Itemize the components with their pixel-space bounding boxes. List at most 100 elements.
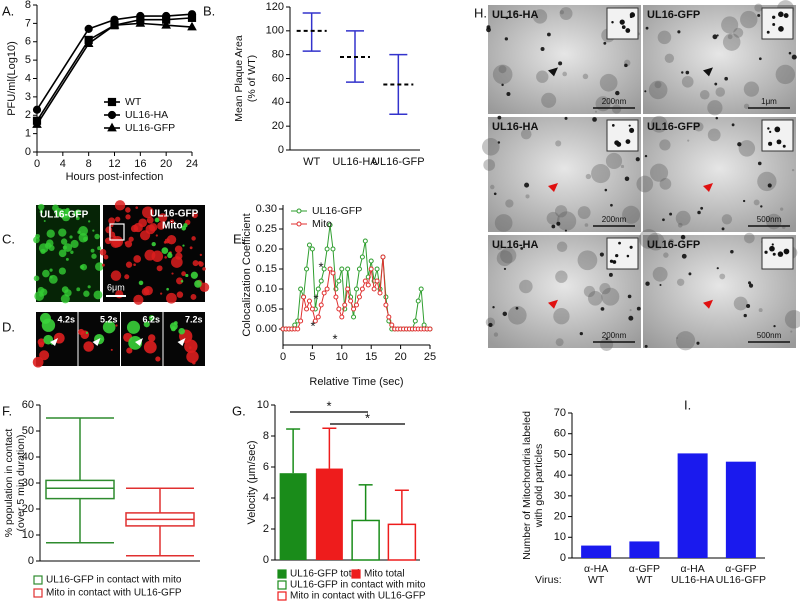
blob bbox=[64, 208, 70, 214]
blob bbox=[156, 265, 163, 272]
blob bbox=[166, 234, 177, 245]
y-tick-label: 0.00 bbox=[256, 323, 277, 335]
blob bbox=[555, 140, 562, 147]
marker bbox=[339, 314, 345, 320]
blob bbox=[693, 121, 704, 132]
x-tick-label: 0 bbox=[280, 351, 286, 363]
blob bbox=[635, 157, 640, 162]
blob bbox=[192, 360, 196, 365]
blob bbox=[591, 163, 611, 184]
y-axis-label: PFU/ml(Log10) bbox=[6, 41, 18, 116]
blob bbox=[668, 238, 675, 245]
y-axis-label: Number of Mitochondria labeled bbox=[521, 411, 533, 560]
blob bbox=[766, 30, 770, 34]
blob bbox=[559, 7, 573, 20]
x-tick-label: α-HA bbox=[681, 563, 705, 575]
blob bbox=[659, 139, 671, 151]
blob bbox=[556, 221, 561, 226]
blob bbox=[130, 224, 139, 233]
blob bbox=[189, 246, 193, 250]
marker bbox=[296, 208, 302, 214]
blob bbox=[182, 244, 185, 247]
blob bbox=[716, 267, 719, 270]
blob bbox=[503, 267, 507, 271]
x-tick-label: UL16-GFP bbox=[372, 156, 425, 168]
x-tick-label: 16 bbox=[134, 158, 146, 170]
arrowhead bbox=[703, 183, 713, 192]
blob bbox=[494, 214, 513, 232]
blob bbox=[721, 16, 739, 34]
blob bbox=[39, 350, 50, 361]
legend-label: Mito bbox=[312, 218, 332, 230]
blob bbox=[125, 240, 133, 248]
y-tick-label: 0.10 bbox=[256, 283, 277, 295]
blob bbox=[636, 306, 641, 311]
y-tick-label: 20 bbox=[22, 503, 34, 515]
blob bbox=[628, 124, 631, 127]
blob bbox=[520, 246, 524, 250]
x-tick-label: 20 bbox=[160, 158, 172, 170]
inset bbox=[606, 119, 639, 152]
blob bbox=[743, 103, 750, 109]
marker bbox=[301, 294, 307, 300]
blob bbox=[46, 229, 55, 238]
y-axis-label: Colocalization Coefficient bbox=[241, 213, 253, 336]
blob bbox=[605, 152, 623, 170]
blob bbox=[88, 220, 91, 223]
blob bbox=[164, 256, 167, 259]
y-tick-label: 8 bbox=[263, 430, 269, 442]
blob bbox=[587, 290, 603, 306]
blob bbox=[93, 290, 103, 300]
x-tick-label: 20 bbox=[394, 351, 406, 363]
blob bbox=[33, 236, 40, 244]
blob bbox=[92, 229, 95, 232]
arrowhead bbox=[177, 338, 186, 346]
x-tick-label: α-HA bbox=[584, 563, 608, 575]
blob bbox=[91, 253, 97, 259]
marker bbox=[83, 38, 94, 47]
y-tick-label: 30 bbox=[554, 490, 566, 502]
blob bbox=[727, 34, 733, 40]
arrowhead bbox=[703, 299, 713, 309]
blob bbox=[603, 41, 607, 45]
blob bbox=[505, 16, 509, 20]
x-tick-label: α-GFP bbox=[629, 563, 660, 575]
x-tick-label: 0 bbox=[34, 158, 40, 170]
blob bbox=[659, 283, 662, 287]
y-tick-label: 50 bbox=[22, 425, 34, 437]
blob bbox=[733, 296, 748, 311]
blob bbox=[176, 291, 184, 298]
y-tick-label: 100 bbox=[266, 25, 284, 37]
blob bbox=[707, 100, 723, 116]
inset-box bbox=[109, 223, 125, 241]
y-tick-label: 4 bbox=[263, 492, 269, 504]
blob bbox=[772, 252, 776, 256]
blob bbox=[778, 26, 784, 32]
y-tick-label: 0 bbox=[28, 555, 34, 567]
blob bbox=[767, 127, 770, 130]
blob bbox=[58, 249, 67, 258]
blob bbox=[600, 337, 614, 351]
marker bbox=[359, 254, 365, 260]
blob bbox=[497, 141, 501, 144]
blob bbox=[493, 192, 497, 196]
blob bbox=[194, 280, 202, 288]
blob bbox=[40, 248, 46, 255]
blob bbox=[125, 214, 131, 220]
y-tick-label: 80 bbox=[272, 49, 284, 61]
blob bbox=[515, 306, 519, 310]
marker bbox=[371, 286, 377, 292]
blob bbox=[126, 347, 133, 354]
blob bbox=[157, 221, 166, 230]
blob bbox=[700, 206, 704, 210]
blob bbox=[524, 182, 530, 188]
marker bbox=[377, 290, 383, 296]
image-label: UL16-GFP bbox=[647, 239, 700, 251]
series-line bbox=[36, 13, 193, 111]
panel-label: F. bbox=[2, 403, 12, 418]
blob bbox=[532, 9, 548, 24]
blob bbox=[676, 337, 679, 340]
y-tick-label: 40 bbox=[554, 469, 566, 481]
blob bbox=[180, 280, 184, 283]
bar bbox=[725, 461, 756, 558]
